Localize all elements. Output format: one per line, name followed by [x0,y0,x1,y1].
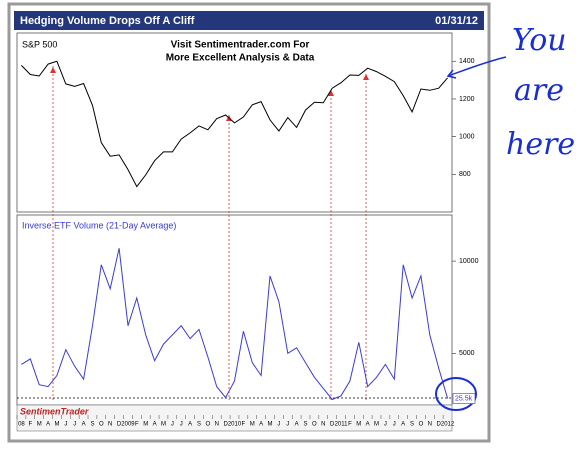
x-tick-label: O [419,422,424,428]
chart-title: Hedging Volume Drops Off A Cliff [20,15,195,27]
x-tick-label: S [304,422,308,428]
x-tick-label: O [99,422,104,428]
x-tick-label: O [312,422,317,428]
x-tick-label: M [356,422,361,428]
x-tick-label: D [330,422,335,428]
handwritten-note: You [512,23,567,58]
x-tick-label: A [366,422,370,428]
x-tick-label: J [393,422,396,428]
x-tick-label: F [348,422,352,428]
series-line [21,248,449,401]
x-tick-label: A [295,422,299,428]
panel-title: Inverse ETF Volume (21-Day Average) [22,220,176,230]
x-tick-label: 2012 [441,422,455,428]
panel-title: S&P 500 [22,39,57,49]
x-tick-label: S [90,422,94,428]
x-tick-label: J [286,422,289,428]
x-tick-label: N [321,422,325,428]
logo: SentimenTrader [20,406,89,416]
x-tick-label: 2010 [228,422,242,428]
x-tick-label: M [37,422,42,428]
handwritten-note: are [514,73,564,108]
x-tick-label: M [268,422,273,428]
x-tick-label: A [401,422,405,428]
x-tick-label: A [188,422,192,428]
signal-lines [52,66,367,400]
x-tick-label: D [117,422,122,428]
x-tick-label: N [215,422,219,428]
end-label-box [452,393,476,404]
x-tick-label: M [250,422,255,428]
x-tick-label: J [64,422,67,428]
hand-arrow [447,56,507,77]
series-line [21,60,448,188]
x-tick-label: 2011 [335,422,349,428]
x-tick-label: A [153,422,157,428]
x-tick-label: F [242,422,246,428]
end-label: 25.5k [455,395,473,402]
x-tick-label: S [410,422,414,428]
x-tick-label: 08 [18,422,25,428]
y-tick-label: 1400 [459,58,475,65]
handwritten-note: here [506,127,575,162]
x-tick-label: D [223,422,228,428]
x-tick-label: M [161,422,166,428]
x-tick-label: F [28,422,32,428]
x-tick-label: J [73,422,76,428]
y-tick-label: 1200 [459,96,475,103]
x-tick-label: J [171,422,174,428]
chart-date: 01/31/12 [435,15,478,27]
hand-circle [435,377,477,411]
x-tick-label: O [206,422,211,428]
x-tick-label: J [384,422,387,428]
x-tick-label: F [135,422,139,428]
x-tick-label: J [277,422,280,428]
y-tick-label: 1000 [459,133,475,140]
x-tick-label: A [82,422,86,428]
y-tick-label: 5000 [459,350,475,357]
x-tick-label: M [143,422,148,428]
title-bar [14,11,484,30]
promo-text: More Excellent Analysis & Data [166,53,315,64]
x-tick-label: N [108,422,112,428]
x-tick-label: M [374,422,379,428]
x-tick-label: M [54,422,59,428]
x-tick-label: J [180,422,183,428]
y-tick-label: 800 [459,171,471,178]
x-tick-label: D [437,422,442,428]
x-tick-label: N [428,422,432,428]
hand-arrow-head [446,69,457,79]
promo-text: Visit Sentimentrader.com For [171,40,310,51]
x-axis-strip [16,404,453,432]
x-tick-label: A [259,422,263,428]
y-tick-label: 10000 [459,258,479,265]
x-tick-label: A [46,422,50,428]
x-tick-label: 2009 [121,422,135,428]
x-tick-label: S [197,422,201,428]
